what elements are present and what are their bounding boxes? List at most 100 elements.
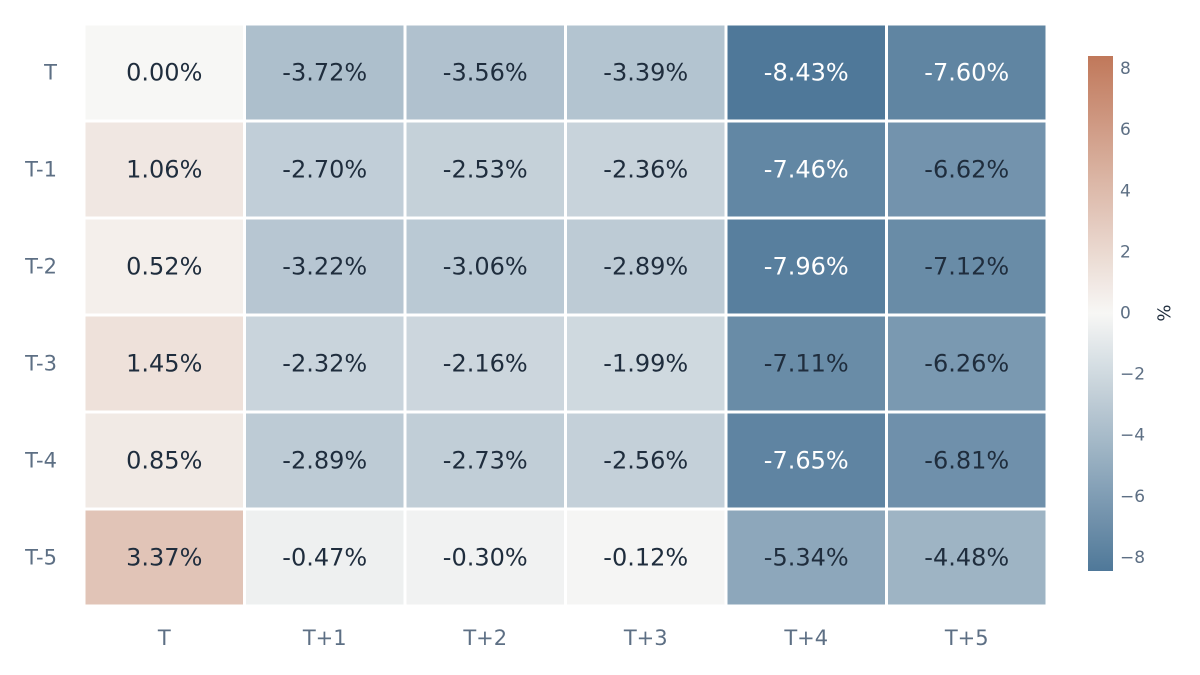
heatmap-cell-label: -1.99% bbox=[603, 350, 688, 378]
heatmap-cell-label: -0.47% bbox=[282, 544, 367, 572]
heatmap-cell bbox=[888, 510, 1046, 605]
heatmap-cell bbox=[567, 413, 725, 508]
heatmap-cell-label: -6.26% bbox=[924, 350, 1009, 378]
heatmap-cell-label: -6.81% bbox=[924, 447, 1009, 475]
heatmap-cell-label: -3.39% bbox=[603, 59, 688, 87]
heatmap-cell-label: -2.53% bbox=[443, 156, 528, 184]
x-tick-label: T+3 bbox=[623, 626, 668, 650]
heatmap-cell-label: -2.89% bbox=[603, 253, 688, 281]
heatmap-cell bbox=[85, 219, 243, 314]
heatmap-cell bbox=[406, 510, 564, 605]
heatmap-cell bbox=[406, 413, 564, 508]
y-tick-label: T-4 bbox=[24, 449, 57, 473]
heatmap-cell-label: -2.16% bbox=[443, 350, 528, 378]
heatmap-cell bbox=[406, 316, 564, 411]
heatmap-cell bbox=[567, 122, 725, 217]
heatmap-cell bbox=[246, 413, 404, 508]
heatmap-cell bbox=[85, 122, 243, 217]
heatmap-cell bbox=[888, 413, 1046, 508]
heatmap-cell-label: -0.30% bbox=[443, 544, 528, 572]
heatmap-cell-label: 0.52% bbox=[126, 253, 202, 281]
x-axis-tick-labels: T T+1 T+2 T+3 T+4 T+5 bbox=[157, 626, 989, 650]
heatmap-cell-label: -3.22% bbox=[282, 253, 367, 281]
heatmap-cell bbox=[727, 316, 885, 411]
heatmap-cell-label: -7.96% bbox=[764, 253, 849, 281]
x-tick-label: T+4 bbox=[783, 626, 828, 650]
heatmap-cell bbox=[567, 219, 725, 314]
heatmap-cell bbox=[567, 25, 725, 120]
heatmap-cell-label: -3.06% bbox=[443, 253, 528, 281]
y-tick-label: T-2 bbox=[24, 255, 57, 279]
heatmap-cell-label: -3.72% bbox=[282, 59, 367, 87]
heatmap-cell-label: -2.56% bbox=[603, 447, 688, 475]
heatmap-cell-label: -7.60% bbox=[924, 59, 1009, 87]
colorbar-tick-label: 6 bbox=[1120, 120, 1131, 140]
heatmap-cell bbox=[888, 25, 1046, 120]
heatmap-cell bbox=[246, 25, 404, 120]
heatmap-cell-labels: 0.00% -3.72% -3.56% -3.39% -8.43% -7.60% 1.06%… bbox=[126, 59, 1009, 572]
colorbar-tick-label: −4 bbox=[1120, 426, 1145, 446]
heatmap-cell-label: -7.11% bbox=[764, 350, 849, 378]
heatmap-cell bbox=[85, 316, 243, 411]
colorbar-tick-label: −8 bbox=[1120, 548, 1145, 568]
heatmap-cell-label: -6.62% bbox=[924, 156, 1009, 184]
heatmap-cell-label: -2.73% bbox=[443, 447, 528, 475]
heatmap-cell-label: 1.06% bbox=[126, 156, 202, 184]
heatmap-cell bbox=[406, 122, 564, 217]
x-tick-label: T bbox=[157, 626, 171, 650]
colorbar: 8 6 4 2 0 −2 −4 −6 −8 % bbox=[1088, 56, 1174, 571]
heatmap-cell-label: -7.65% bbox=[764, 447, 849, 475]
heatmap-cell-label: -2.36% bbox=[603, 156, 688, 184]
heatmap-cell-label: -5.34% bbox=[764, 544, 849, 572]
heatmap-cell bbox=[727, 510, 885, 605]
heatmap-cell-label: 1.45% bbox=[126, 350, 202, 378]
heatmap-cell bbox=[406, 219, 564, 314]
heatmap-cell-label: -0.12% bbox=[603, 544, 688, 572]
colorbar-tick-label: −2 bbox=[1120, 365, 1145, 385]
y-tick-label: T-3 bbox=[24, 352, 57, 376]
heatmap-cell-label: -4.48% bbox=[924, 544, 1009, 572]
colorbar-tick-label: 4 bbox=[1120, 181, 1131, 201]
y-tick-label: T-5 bbox=[24, 546, 57, 570]
heatmap-cell-label: -2.32% bbox=[282, 350, 367, 378]
heatmap-cell bbox=[85, 25, 243, 120]
colorbar-tick-label: −6 bbox=[1120, 487, 1145, 507]
heatmap-cell-label: -7.46% bbox=[764, 156, 849, 184]
heatmap-cell bbox=[85, 510, 243, 605]
colorbar-title: % bbox=[1153, 304, 1174, 321]
heatmap-cell bbox=[888, 219, 1046, 314]
heatmap-cell bbox=[246, 316, 404, 411]
heatmap-cell bbox=[85, 413, 243, 508]
x-tick-label: T+1 bbox=[302, 626, 347, 650]
heatmap-cell bbox=[246, 510, 404, 605]
colorbar-tick-labels: 8 6 4 2 0 −2 −4 −6 −8 bbox=[1120, 59, 1145, 568]
heatmap-cell bbox=[406, 25, 564, 120]
heatmap-cell-label: -2.89% bbox=[282, 447, 367, 475]
heatmap-cell bbox=[727, 413, 885, 508]
heatmap-cell bbox=[727, 122, 885, 217]
heatmap-cell bbox=[727, 219, 885, 314]
heatmap-cell-label: -8.43% bbox=[764, 59, 849, 87]
heatmap-cell bbox=[888, 316, 1046, 411]
heatmap-cell-label: 0.85% bbox=[126, 447, 202, 475]
heatmap-cells bbox=[85, 25, 1046, 605]
colorbar-gradient bbox=[1088, 56, 1113, 571]
heatmap-cell-label: -2.70% bbox=[282, 156, 367, 184]
x-tick-label: T+5 bbox=[944, 626, 989, 650]
y-axis-tick-labels: T T-1 T-2 T-3 T-4 T-5 bbox=[24, 61, 57, 570]
heatmap-cell bbox=[246, 122, 404, 217]
x-tick-label: T+2 bbox=[462, 626, 507, 650]
heatmap-cell bbox=[888, 122, 1046, 217]
y-tick-label: T bbox=[43, 61, 57, 85]
heatmap-cell-label: -7.12% bbox=[924, 253, 1009, 281]
heatmap-cell-label: -3.56% bbox=[443, 59, 528, 87]
colorbar-tick-label: 2 bbox=[1120, 242, 1131, 262]
heatmap-cell bbox=[727, 25, 885, 120]
y-tick-label: T-1 bbox=[24, 158, 57, 182]
heatmap-cell-label: 3.37% bbox=[126, 544, 202, 572]
heatmap-cell-label: 0.00% bbox=[126, 59, 202, 87]
colorbar-tick-label: 0 bbox=[1120, 304, 1131, 324]
heatmap-cell bbox=[246, 219, 404, 314]
heatmap-cell bbox=[567, 316, 725, 411]
